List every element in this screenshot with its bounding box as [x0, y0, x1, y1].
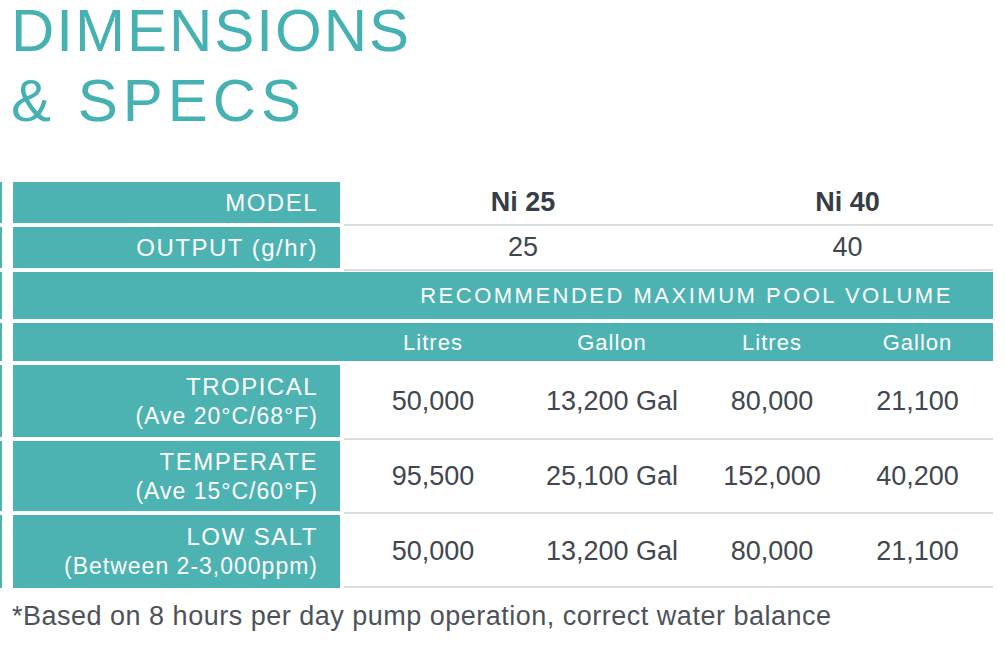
lowsalt-sublabel: (Between 2-3,000ppm) [64, 553, 318, 580]
unit-header-litres-1: Litres [344, 330, 522, 356]
volume-header-band: RECOMMENDED MAXIMUM POOL VOLUME [13, 272, 993, 319]
tropical-litres-ni40: 80,000 [702, 365, 842, 437]
output-header-label: OUTPUT (g/hr) [136, 234, 318, 262]
temperate-litres-ni25: 95,500 [344, 441, 522, 511]
row-separator [344, 438, 993, 440]
tropical-gallon-ni25: 13,200 Gal [522, 365, 702, 437]
tropical-litres-ni25: 50,000 [344, 365, 522, 437]
title-line-2: & SPECS [11, 67, 306, 134]
output-value-ni25: 25 [344, 227, 702, 268]
model-name-ni40: Ni 40 [702, 182, 993, 223]
temperate-label: TEMPERATE [160, 448, 318, 476]
output-value-ni40: 40 [702, 227, 993, 268]
cropped-table-left-edge [0, 272, 2, 319]
row-separator [344, 224, 993, 226]
lowsalt-gallon-ni40: 21,100 [842, 515, 993, 588]
spec-table: MODEL Ni 25 Ni 40 OUTPUT (g/hr) 25 40 RE… [13, 182, 993, 588]
temperate-gallon-ni25: 25,100 Gal [522, 441, 702, 511]
cropped-table-left-edge [0, 182, 2, 223]
tropical-sublabel: (Ave 20°C/68°F) [135, 403, 318, 430]
model-header-cell: MODEL [13, 182, 340, 223]
temperate-litres-ni40: 152,000 [702, 441, 842, 511]
lowsalt-gallon-ni25: 13,200 Gal [522, 515, 702, 588]
row-separator [344, 586, 993, 588]
unit-header-litres-2: Litres [702, 330, 842, 356]
cropped-table-left-edge [0, 227, 2, 268]
lowsalt-label: LOW SALT [186, 523, 318, 551]
lowsalt-litres-ni40: 80,000 [702, 515, 842, 588]
lowsalt-header-cell: LOW SALT (Between 2-3,000ppm) [13, 515, 340, 588]
volume-header-label: RECOMMENDED MAXIMUM POOL VOLUME [344, 283, 993, 309]
lowsalt-litres-ni25: 50,000 [344, 515, 522, 588]
title-line-1: DIMENSIONS [11, 0, 411, 64]
cropped-table-left-edge [0, 515, 2, 588]
output-header-cell: OUTPUT (g/hr) [13, 227, 340, 268]
cropped-table-left-edge [0, 441, 2, 511]
tropical-gallon-ni40: 21,100 [842, 365, 993, 437]
temperate-header-cell: TEMPERATE (Ave 15°C/60°F) [13, 441, 340, 511]
tropical-label: TROPICAL [186, 373, 318, 401]
model-header-label: MODEL [225, 189, 318, 217]
unit-header-band: Litres Gallon Litres Gallon [13, 323, 993, 361]
temperate-gallon-ni40: 40,200 [842, 441, 993, 511]
cropped-table-left-edge [0, 365, 2, 437]
unit-header-gallon-2: Gallon [842, 330, 993, 356]
unit-header-gallon-1: Gallon [522, 330, 702, 356]
cropped-table-left-edge [0, 323, 2, 361]
model-name-ni25: Ni 25 [344, 182, 702, 223]
row-separator [344, 269, 993, 271]
row-separator [344, 512, 993, 514]
temperate-sublabel: (Ave 15°C/60°F) [135, 478, 318, 505]
footnote: *Based on 8 hours per day pump operation… [12, 601, 831, 632]
page-title: DIMENSIONS& SPECS [11, 0, 411, 136]
tropical-header-cell: TROPICAL (Ave 20°C/68°F) [13, 365, 340, 437]
page: { "title": { "line1": "DIMENSIONS", "lin… [0, 0, 1005, 649]
